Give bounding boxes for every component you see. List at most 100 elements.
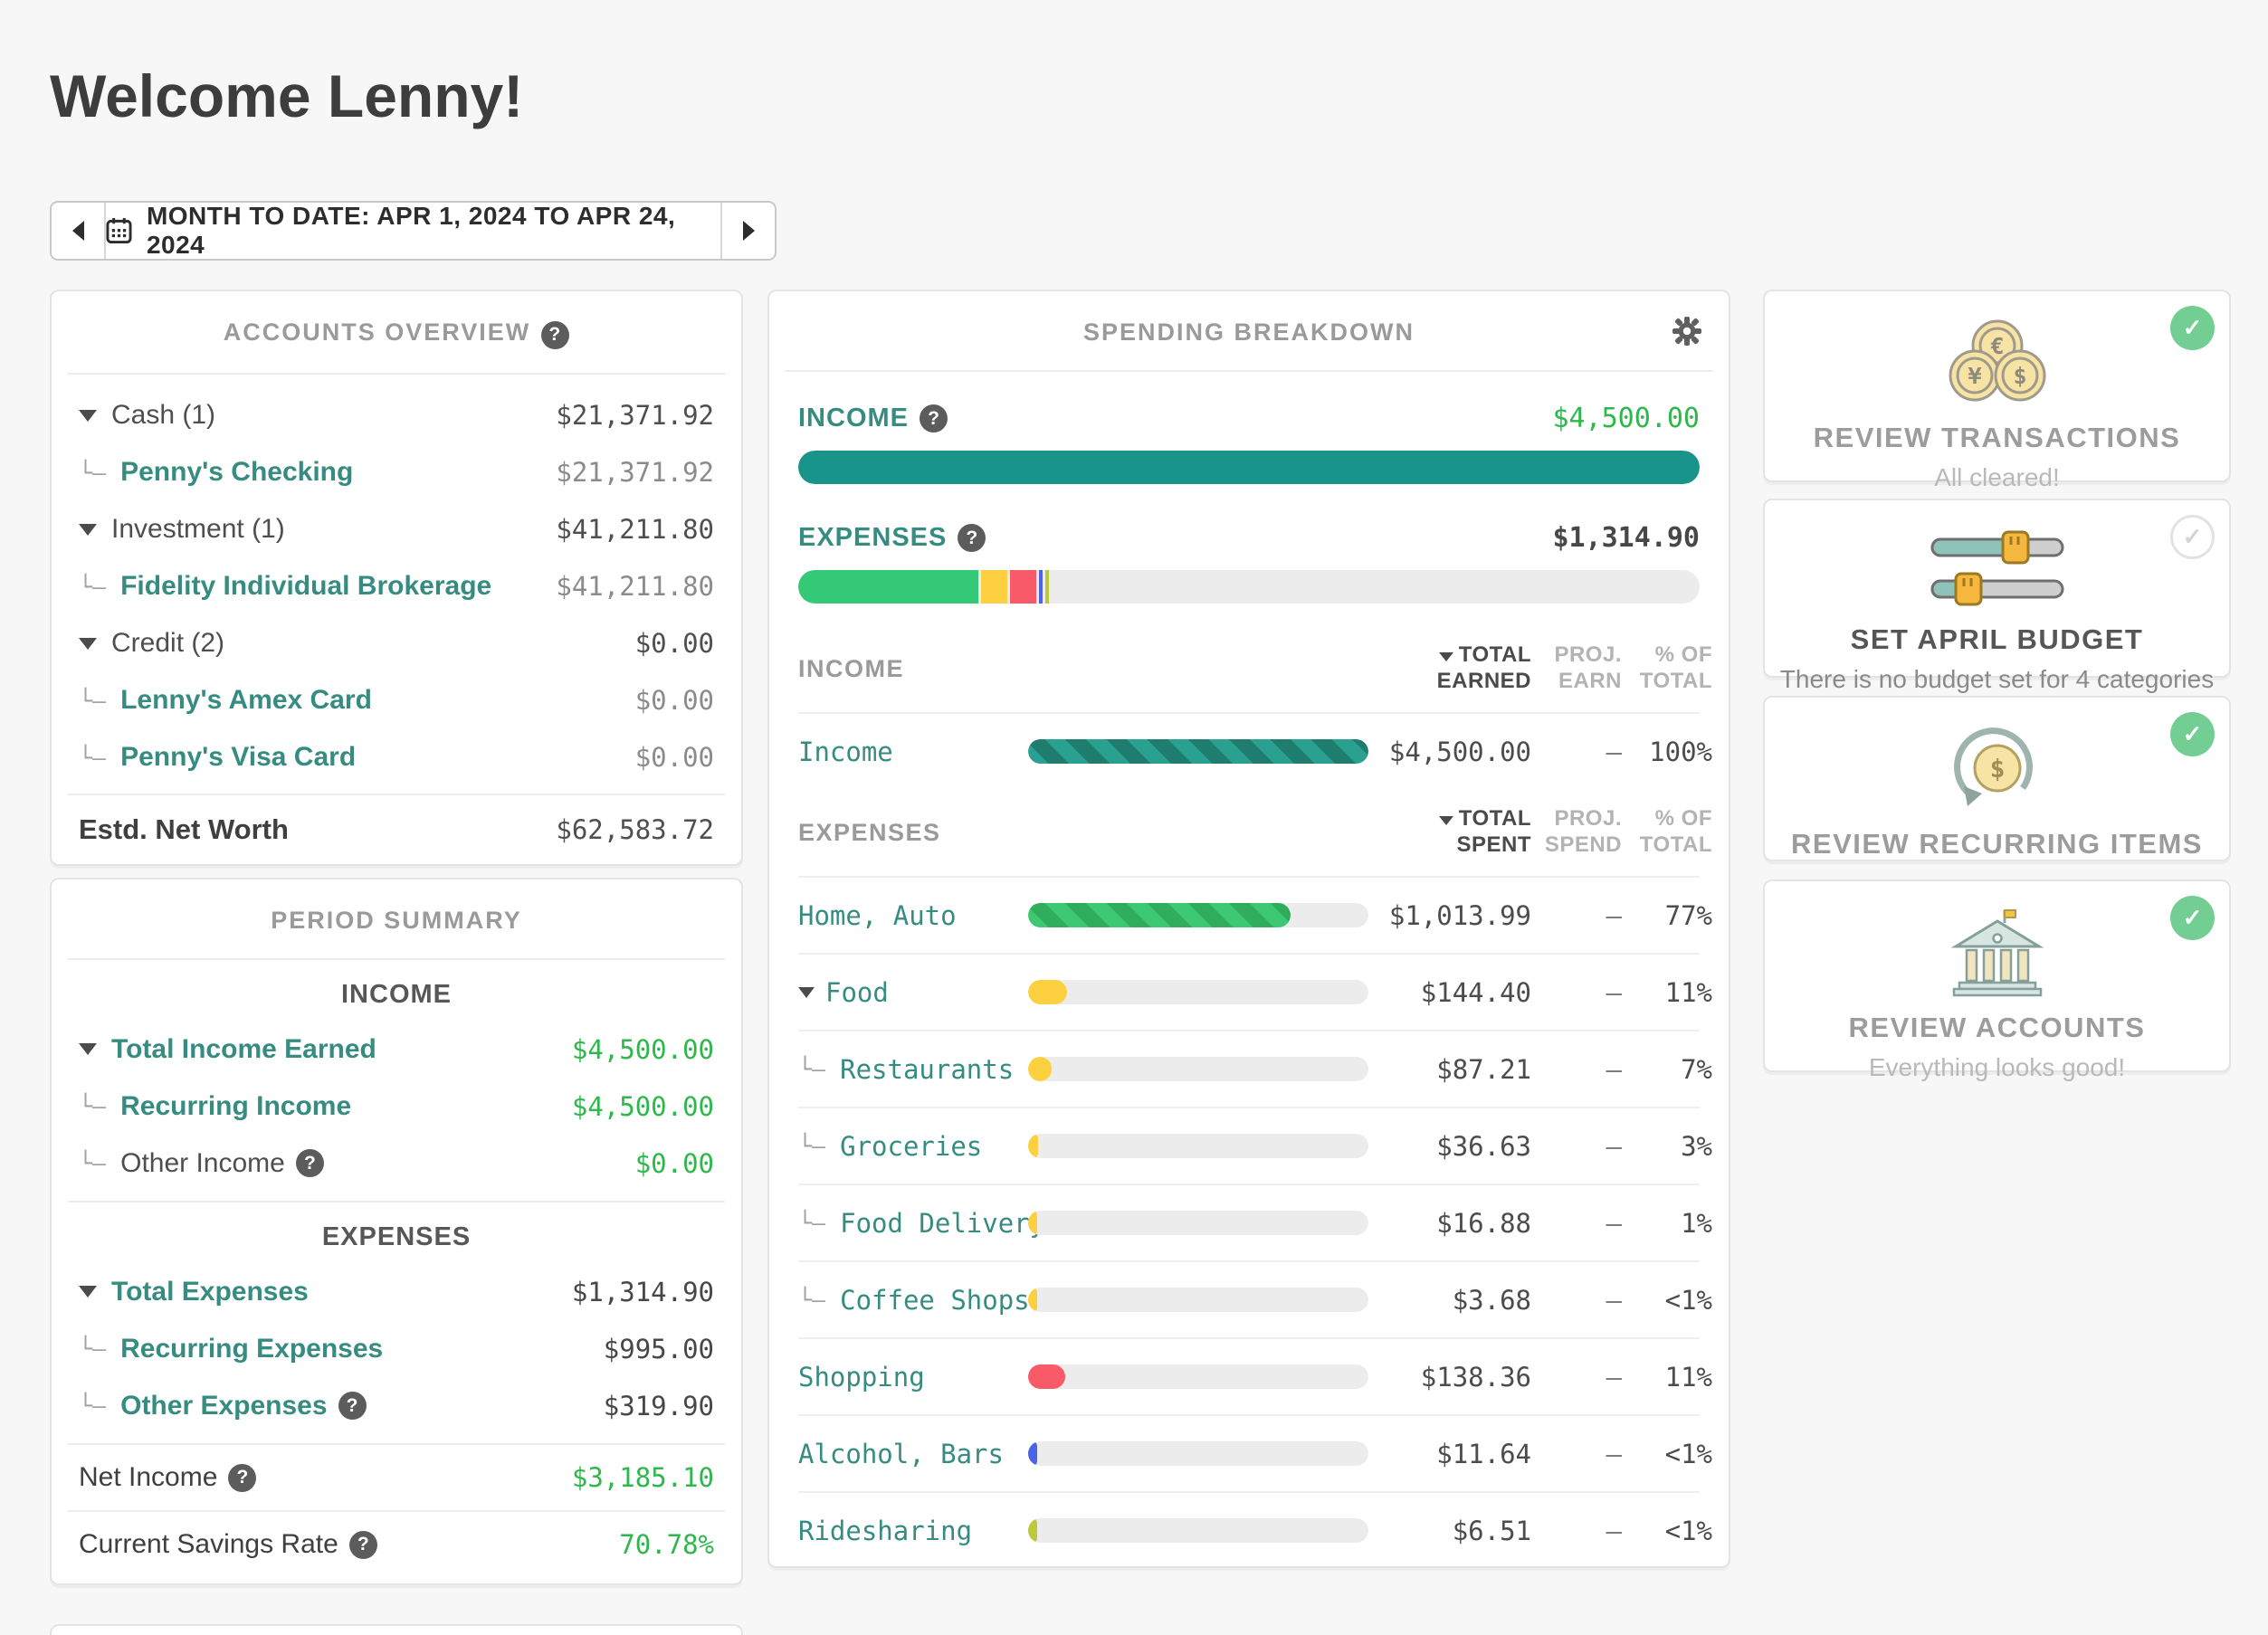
- help-icon[interactable]: ?: [228, 1463, 257, 1492]
- chevron-left-icon: [71, 221, 84, 241]
- summary-value: $319.90: [603, 1390, 714, 1421]
- account-link[interactable]: Penny's Visa Card: [120, 742, 357, 772]
- help-icon[interactable]: ?: [920, 404, 948, 433]
- check-icon: ✓: [2182, 720, 2203, 747]
- collapse-icon[interactable]: [79, 409, 97, 422]
- divider: [68, 372, 725, 375]
- date-range-nav: MONTH TO DATE: APR 1, 2024 TO APR 24, 20…: [50, 201, 777, 261]
- spending-row: └– Food Delivery $16.88 – 1%: [798, 1207, 1712, 1239]
- account-group-label[interactable]: Credit (2): [111, 628, 225, 658]
- category-link[interactable]: Ridesharing: [798, 1515, 973, 1546]
- spending-row: Shopping $138.36 – 11%: [798, 1361, 1712, 1393]
- collapse-icon[interactable]: [79, 1043, 97, 1055]
- collapse-icon[interactable]: [798, 986, 815, 998]
- account-link[interactable]: Penny's Checking: [120, 457, 354, 487]
- spending-row-income: Income $4,500.00 – 100%: [798, 736, 1712, 767]
- summary-link[interactable]: Recurring Income: [120, 1090, 352, 1121]
- income-section-header: INCOME: [341, 980, 452, 1009]
- review-accounts-card[interactable]: ✓ REVIEW ACCOUNTS Everything looks good!: [1763, 879, 2231, 1081]
- accounts-overview-title: ACCOUNTS OVERVIEW?: [52, 291, 741, 373]
- category-link[interactable]: Food Delivery: [840, 1207, 1046, 1239]
- savings-rate-label: Current Savings Rate: [79, 1529, 338, 1559]
- review-recurring-card[interactable]: ✓ $ REVIEW RECURRING ITEMS: [1763, 696, 2231, 861]
- date-range-button[interactable]: MONTH TO DATE: APR 1, 2024 TO APR 24, 20…: [106, 203, 720, 259]
- summary-link[interactable]: Recurring Expenses: [120, 1333, 384, 1364]
- help-icon[interactable]: ?: [295, 1149, 324, 1177]
- account-group-row: Credit (2) $0.00: [79, 615, 714, 672]
- category-link[interactable]: Income: [798, 736, 893, 767]
- account-link[interactable]: Lenny's Amex Card: [120, 685, 372, 715]
- tree-branch-icon: └–: [79, 459, 107, 486]
- income-section-label: INCOME: [798, 654, 904, 682]
- sort-total-spent[interactable]: TOTAL SPENT: [1372, 806, 1531, 859]
- account-value: $0.00: [634, 685, 714, 716]
- account-value: $41,211.80: [556, 571, 714, 602]
- settings-gear-button[interactable]: [1671, 315, 1703, 352]
- category-link[interactable]: Alcohol, Bars: [798, 1438, 1004, 1469]
- task-title: SET APRIL BUDGET: [1850, 623, 2144, 655]
- period-summary-title: PERIOD SUMMARY: [271, 907, 522, 934]
- category-link[interactable]: Shopping: [798, 1361, 925, 1393]
- chevron-right-icon: [742, 221, 755, 241]
- recurring-icon: $: [1765, 721, 2229, 815]
- collapse-icon[interactable]: [79, 523, 97, 536]
- help-icon[interactable]: ?: [541, 320, 570, 349]
- divider: [68, 793, 725, 795]
- sort-total-earned[interactable]: TOTAL EARNED: [1436, 642, 1531, 693]
- summary-label: Other Income: [120, 1147, 285, 1178]
- collapse-icon[interactable]: [79, 637, 97, 650]
- summary-link[interactable]: Total Expenses: [111, 1276, 309, 1307]
- category-link[interactable]: Coffee Shops: [840, 1284, 1030, 1316]
- account-link[interactable]: Fidelity Individual Brokerage: [120, 571, 492, 601]
- net-income-row: Net Income ? $3,185.10: [52, 1445, 741, 1510]
- summary-link[interactable]: Total Income Earned: [111, 1033, 376, 1064]
- net-income-value: $3,185.10: [571, 1462, 714, 1493]
- summary-row: Total Income Earned $4,500.00: [79, 1021, 714, 1078]
- category-bar: [1028, 1211, 1037, 1235]
- next-period-button[interactable]: [722, 203, 775, 259]
- summary-link[interactable]: Other Expenses: [120, 1390, 328, 1421]
- collapse-icon[interactable]: [79, 1286, 97, 1298]
- svg-text:$: $: [1989, 754, 2005, 784]
- tree-branch-icon: └–: [798, 1210, 826, 1236]
- divider: [798, 1491, 1700, 1493]
- summary-row: Total Expenses $1,314.90: [79, 1263, 714, 1320]
- account-group-label[interactable]: Investment (1): [111, 514, 285, 544]
- category-link[interactable]: Groceries: [840, 1130, 983, 1162]
- task-subtitle: There is no budget set for 4 categories: [1779, 665, 2215, 693]
- help-icon[interactable]: ?: [958, 524, 986, 552]
- tree-branch-icon: └–: [79, 1093, 107, 1119]
- prev-period-button[interactable]: [52, 203, 104, 259]
- col-pct-total[interactable]: % OF TOTAL: [1639, 642, 1712, 693]
- account-group-label[interactable]: Cash (1): [111, 400, 216, 430]
- expenses-overview-row: EXPENSES ? $1,314.90: [798, 522, 1700, 554]
- review-transactions-card[interactable]: ✓ € ¥ $ REVIEW TRANSACTIONS All cleared!: [1763, 290, 2231, 491]
- col-pct-total[interactable]: % OF TOTAL: [1639, 806, 1712, 857]
- category-link[interactable]: Restaurants: [840, 1053, 1015, 1085]
- spending-breakdown-card: SPENDING BREAKDOWN INCOME ? $4,500.00 EX…: [767, 290, 1730, 1568]
- task-subtitle: All cleared!: [1934, 463, 2060, 491]
- accounts-overview-card: ACCOUNTS OVERVIEW? Cash (1) $21,371.92 └…: [50, 290, 743, 866]
- spending-row: Home, Auto $1,013.99 – 77%: [798, 899, 1712, 931]
- category-link[interactable]: Home, Auto: [798, 899, 957, 931]
- divider: [68, 1510, 725, 1512]
- col-proj-spend[interactable]: PROJ. SPEND: [1544, 806, 1622, 857]
- svg-text:¥: ¥: [1968, 363, 1981, 389]
- category-link[interactable]: Food: [825, 976, 889, 1008]
- divider: [798, 1414, 1700, 1416]
- divider: [68, 1443, 725, 1445]
- coins-icon: € ¥ $: [1765, 315, 2229, 409]
- divider: [68, 1201, 725, 1202]
- net-worth-row: Estd. Net Worth $62,583.72: [52, 795, 741, 864]
- help-icon[interactable]: ?: [338, 1392, 367, 1420]
- col-proj-earn[interactable]: PROJ. EARN: [1554, 642, 1622, 693]
- set-budget-card[interactable]: ✓ SET APRIL BUDGET There is no budget se…: [1763, 499, 2231, 693]
- help-icon[interactable]: ?: [348, 1530, 377, 1559]
- tree-branch-icon: └–: [79, 1150, 107, 1176]
- category-bar: [1028, 1057, 1053, 1081]
- spending-row: └– Restaurants $87.21 – 7%: [798, 1053, 1712, 1085]
- tree-branch-icon: └–: [798, 1133, 826, 1159]
- tree-branch-icon: └–: [79, 1393, 107, 1419]
- divider: [798, 1337, 1700, 1339]
- svg-text:$: $: [2013, 363, 2026, 389]
